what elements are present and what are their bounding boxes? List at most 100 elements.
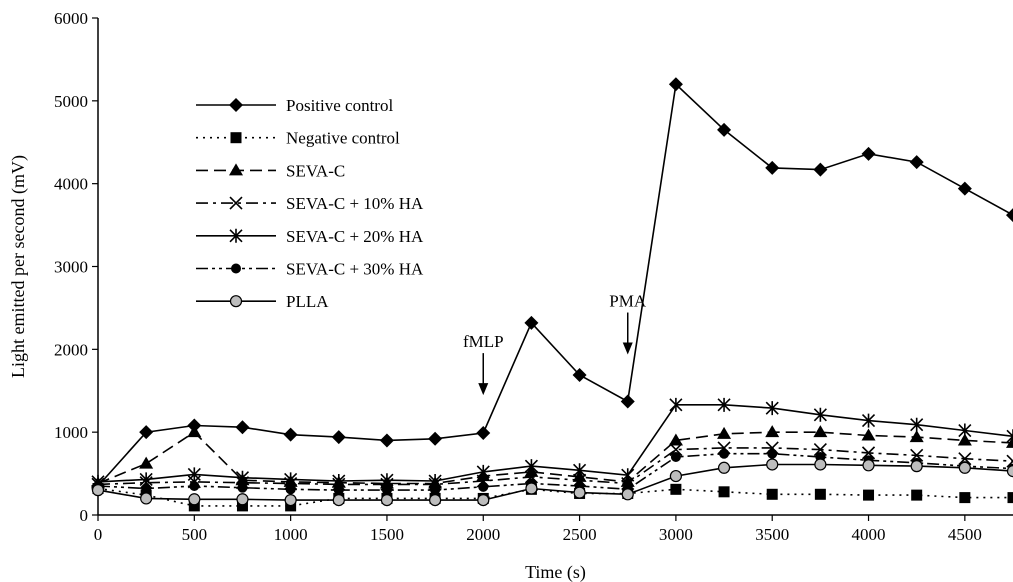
- data-point: [717, 122, 732, 137]
- series-line: [97, 463, 1013, 501]
- data-point: [813, 407, 827, 422]
- data-point: [141, 483, 152, 494]
- data-point: [285, 484, 296, 495]
- data-point: [958, 452, 972, 466]
- data-point: [524, 315, 539, 330]
- data-point: [766, 458, 779, 471]
- series-5: [91, 397, 1013, 489]
- data-point: [911, 489, 923, 501]
- series-line: [97, 403, 1013, 483]
- x-tick-label: 4000: [852, 525, 886, 544]
- data-point: [861, 446, 876, 460]
- y-tick-label: 3000: [54, 258, 88, 277]
- data-point: [765, 160, 780, 175]
- legend-marker: [229, 228, 243, 243]
- data-point: [909, 155, 924, 170]
- annotation-arrowhead: [622, 342, 633, 355]
- data-point: [958, 423, 972, 438]
- legend-marker: [230, 132, 242, 144]
- data-point: [718, 486, 730, 498]
- data-point: [380, 493, 394, 507]
- data-point: [283, 427, 298, 442]
- data-point: [1007, 492, 1013, 504]
- data-point: [284, 493, 297, 507]
- data-point: [958, 461, 971, 474]
- data-point: [668, 433, 683, 446]
- data-point: [91, 484, 105, 497]
- series-line: [97, 82, 1013, 487]
- y-tick-label: 2000: [54, 340, 88, 359]
- data-point: [717, 397, 731, 412]
- data-point: [670, 452, 681, 463]
- data-point: [863, 489, 875, 501]
- data-point: [236, 500, 248, 512]
- x-tick-label: 500: [182, 525, 208, 544]
- data-point: [668, 77, 683, 92]
- data-point: [381, 485, 392, 496]
- data-point: [236, 493, 249, 506]
- series-1: [91, 77, 1013, 494]
- data-point: [910, 460, 923, 473]
- data-point: [621, 468, 635, 483]
- legend-item: SEVA-C + 30% HA: [196, 260, 424, 279]
- data-point: [140, 492, 153, 505]
- data-point: [235, 470, 250, 485]
- data-point: [476, 464, 490, 479]
- legend-marker: [229, 163, 243, 176]
- data-point: [572, 368, 587, 383]
- data-point: [429, 493, 442, 507]
- data-point: [187, 467, 201, 482]
- series-2: [92, 482, 1013, 512]
- y-tick-label: 0: [80, 506, 89, 525]
- data-point: [428, 431, 443, 446]
- data-point: [1006, 208, 1013, 223]
- data-point: [959, 492, 971, 504]
- series-7: [91, 458, 1013, 507]
- data-point: [430, 485, 441, 496]
- data-point: [284, 472, 298, 487]
- data-point: [237, 482, 248, 493]
- data-point: [717, 426, 732, 439]
- data-point: [1006, 454, 1013, 468]
- legend: Positive control Negative control SEVA-C SE…: [196, 96, 424, 311]
- data-point: [717, 461, 731, 474]
- legend-item: Positive control: [196, 96, 393, 115]
- data-point: [669, 442, 683, 457]
- data-point: [235, 420, 250, 435]
- y-tick-label: 4000: [54, 175, 88, 194]
- y-axis-title: Light emitted per second (mV): [8, 155, 29, 378]
- y-tick-label: 1000: [54, 423, 88, 442]
- data-point: [861, 428, 876, 441]
- legend-label: SEVA-C: [286, 161, 345, 180]
- y-tick-label: 5000: [54, 92, 88, 111]
- annotation-label: fMLP: [463, 332, 504, 351]
- axes: 0 1000 2000 3000 4000 5000 6000 0 500 1000 1500 200…: [54, 9, 1013, 544]
- annotation-layer: fMLP PMA: [463, 292, 647, 396]
- data-point: [333, 485, 344, 496]
- x-tick-label: 4500: [948, 525, 982, 544]
- data-point: [139, 456, 154, 469]
- legend-label: Positive control: [286, 96, 393, 115]
- legend-item: PLLA: [196, 292, 329, 311]
- x-tick-label: 2500: [563, 525, 597, 544]
- legend-label: SEVA-C + 20% HA: [286, 227, 424, 246]
- data-point: [1006, 429, 1013, 444]
- data-point: [767, 448, 778, 459]
- legend-label: SEVA-C + 10% HA: [286, 194, 424, 213]
- data-point: [910, 448, 924, 462]
- data-point: [957, 433, 972, 446]
- legend-item: SEVA-C: [196, 161, 345, 180]
- legend-marker: [229, 196, 243, 210]
- data-point: [187, 425, 202, 438]
- data-point: [765, 401, 779, 416]
- legend-item: Negative control: [196, 129, 400, 148]
- legend-item: SEVA-C + 20% HA: [196, 227, 424, 246]
- data-point: [814, 458, 827, 471]
- data-point: [621, 488, 634, 501]
- data-point: [813, 425, 828, 438]
- series-layer: [91, 77, 1013, 512]
- data-point: [669, 469, 682, 483]
- data-point: [573, 486, 586, 499]
- data-point: [862, 459, 875, 472]
